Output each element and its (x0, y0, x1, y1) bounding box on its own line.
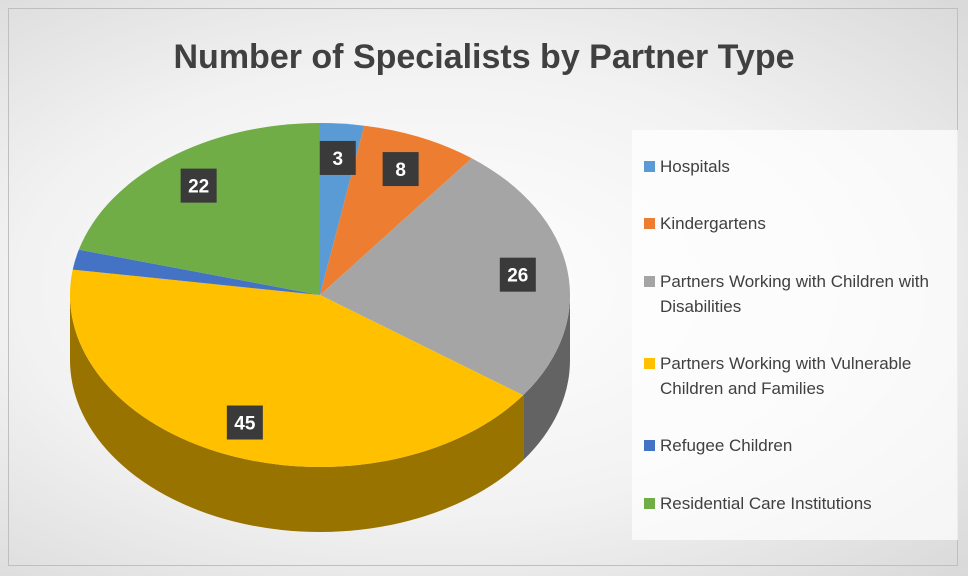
data-label-box (499, 257, 536, 292)
data-label-text: 8 (395, 160, 406, 181)
data-label-box (226, 405, 263, 440)
legend-item: Kindergartens (644, 211, 946, 236)
pie-slice (320, 158, 570, 396)
pie-side (523, 295, 570, 461)
data-label: 22 (180, 168, 217, 203)
legend-item: Refugee Children (644, 433, 946, 458)
legend-label: Refugee Children (660, 436, 793, 456)
data-label: 26 (499, 257, 536, 292)
data-label-text: 45 (234, 414, 256, 435)
data-label-text: 22 (188, 177, 209, 198)
legend: Hospitals Kindergartens Partners Working w… (632, 130, 958, 540)
legend-swatch (644, 161, 655, 173)
data-label-box (382, 152, 419, 187)
legend-item: Residential Care Institutions (644, 491, 946, 516)
legend-label: Kindergartens (660, 214, 766, 234)
data-label: 45 (226, 405, 263, 440)
legend-swatch (644, 358, 655, 370)
legend-item: Partners Working with Children with Disa… (644, 269, 946, 319)
data-label-box (319, 140, 356, 175)
legend-swatch (644, 275, 655, 287)
data-label-text: 3 (332, 149, 343, 170)
pie-slice (72, 249, 320, 295)
pie-side (69, 295, 524, 532)
legend-label: Partners Working with Children with Disa… (660, 271, 929, 316)
legend-item: Hospitals (644, 154, 946, 179)
data-label: 8 (382, 152, 419, 187)
legend-swatch (644, 218, 655, 230)
legend-swatch (644, 440, 655, 452)
legend-label: Hospitals (660, 157, 730, 177)
data-label-box (180, 168, 217, 203)
chart-title: Number of Specialists by Partner Type (173, 38, 795, 76)
pie-slice (78, 123, 321, 295)
legend-label: Residential Care Institutions (660, 493, 872, 513)
pie-slice (320, 125, 472, 295)
legend-label: Partners Working with Vulnerable Childre… (660, 354, 912, 399)
legend-swatch (644, 497, 655, 509)
legend-item: Partners Working with Vulnerable Childre… (644, 351, 946, 401)
data-label: 3 (319, 140, 356, 175)
data-label-text: 26 (507, 266, 528, 287)
pie-slice (69, 269, 524, 467)
